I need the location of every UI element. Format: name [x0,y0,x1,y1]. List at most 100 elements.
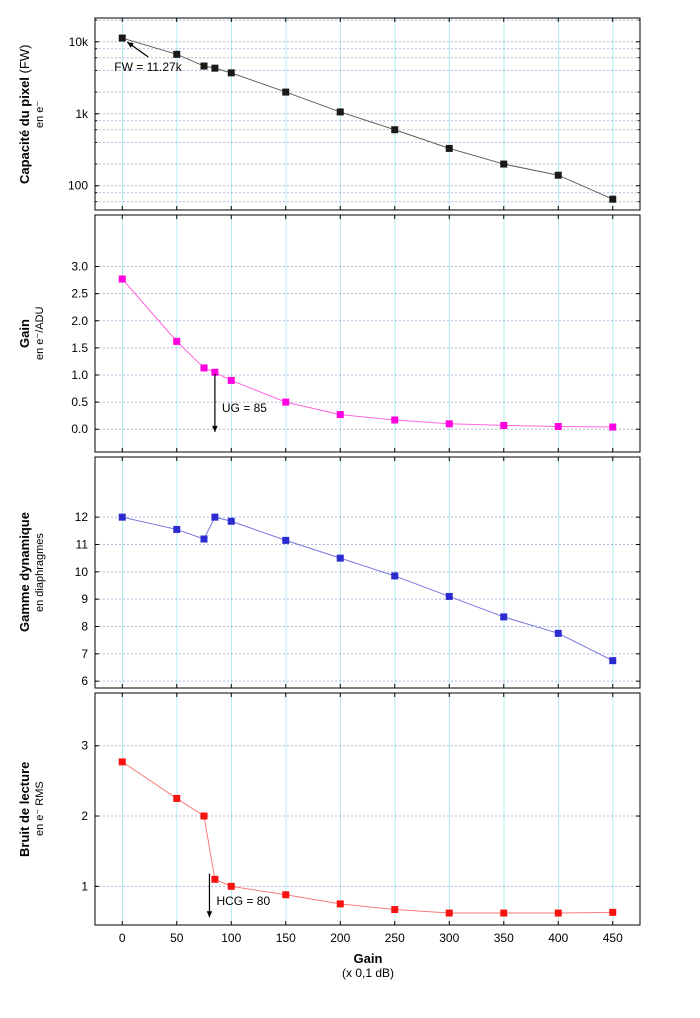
y-axis-title-bold: Capacité du pixel [17,76,32,184]
data-point [554,909,562,917]
data-point [336,900,344,908]
y-tick-label: 9 [81,592,88,606]
x-tick-label: 200 [330,931,350,945]
y-axis-title-main: Capacité du pixel (FW) [16,18,33,210]
y-axis-title-bold: Bruit de lecture [17,761,32,857]
data-point [554,171,562,179]
data-point [445,420,453,428]
data-point [282,891,290,899]
x-tick-label: 150 [276,931,296,945]
y-axis-title-bruit: Bruit de lecture en e⁻ RMS [16,693,47,925]
data-point [336,554,344,562]
data-point [173,337,181,345]
x-tick-label: 250 [385,931,405,945]
annotation-text: UG = 85 [222,401,267,415]
panel-border [94,456,641,689]
data-point [282,88,290,96]
y-tick-label: 1.0 [71,368,88,382]
data-point [391,126,399,134]
y-tick-label: 1k [75,107,89,121]
data-point [118,34,126,42]
y-tick-label: 0.0 [71,422,88,436]
y-axis-title-sub: en e⁻ RMS [34,781,46,837]
y-tick-label: 1 [81,879,88,893]
panel-gamme-dynamique: 6 7 8 9 10 11 12 [75,456,641,689]
data-point [609,423,617,431]
y-axis-title-gamme: Gamme dynamique en diaphragmes [16,457,47,688]
data-point [173,50,181,58]
data-point [211,875,219,883]
data-point [445,592,453,600]
y-tick-label: 3.0 [71,260,88,274]
y-tick-label: 1.5 [71,341,88,355]
data-point [227,517,235,525]
data-point [200,364,208,372]
data-point [391,572,399,580]
y-tick-label: 11 [76,537,89,551]
series-line [122,516,613,662]
data-point [200,535,208,543]
x-tick-label: 350 [494,931,514,945]
data-point [500,909,508,917]
y-axis-title-main: Gain [16,215,33,452]
annotation-text: FW = 11.27k [114,60,182,74]
data-point [200,812,208,820]
x-axis-title: Gain (x 0,1 dB) [268,951,468,980]
data-point [445,909,453,917]
y-tick-label: 10k [69,35,89,49]
data-point [200,62,208,70]
data-point [500,160,508,168]
y-axis-title-sub: en diaphragmes [34,533,46,612]
data-point [500,613,508,621]
y-axis-title-capacite: Capacité du pixel (FW) en e⁻ [16,18,47,210]
data-point [227,882,235,890]
x-tick-label: 400 [548,931,568,945]
data-point [173,525,181,533]
series-line [121,761,613,914]
data-point [554,629,562,637]
panel-capacite-du-pixel: 100 1k 10k FW = 11.27k [68,17,641,211]
annotation-text: HCG = 80 [216,894,270,908]
panel-border [94,692,641,926]
y-axis-title-main: Bruit de lecture [16,693,33,925]
y-tick-label: 2.0 [71,314,88,328]
annotation-arrow-head [206,911,213,918]
panel-gain: 0.0 0.5 1.0 1.5 2.0 2.5 3.0 UG = 85 [71,214,641,453]
data-point [211,368,219,376]
x-tick-label: 100 [221,931,241,945]
annotation-arrow-head [127,42,134,48]
data-point [609,908,617,916]
y-axis-title-bold: Gamme dynamique [17,512,32,633]
data-point [609,657,617,665]
x-axis-title-sub: (x 0,1 dB) [341,966,395,980]
y-axis-title-gain: Gain en e⁻/ADU [16,215,47,452]
y-axis-title-sub: en e⁻ [34,100,46,128]
y-axis-title-main: Gamme dynamique [16,457,33,688]
data-point [500,421,508,429]
data-point [211,64,219,72]
series-line [121,278,613,428]
y-tick-label: 6 [81,674,88,688]
y-tick-label: 12 [75,510,89,524]
x-tick-label: 450 [603,931,623,945]
x-axis-title-main: Gain [353,951,383,966]
panel-border [94,214,641,453]
x-tick-label: 50 [170,931,184,945]
data-point [173,794,181,802]
data-point [336,108,344,116]
data-point [554,423,562,431]
data-point [211,513,219,521]
series-line [122,37,613,200]
x-tick-label: 300 [439,931,459,945]
y-tick-label: 0.5 [71,395,88,409]
y-axis-title-extra: (FW) [17,44,32,77]
y-tick-label: 2 [81,809,88,823]
y-tick-label: 8 [81,619,88,633]
y-tick-label: 100 [68,179,88,193]
y-axis-title-sub: en e⁻/ADU [34,306,46,361]
annotation-arrow-head [212,425,218,432]
data-point [445,144,453,152]
y-axis-title-bold: Gain [17,319,32,348]
